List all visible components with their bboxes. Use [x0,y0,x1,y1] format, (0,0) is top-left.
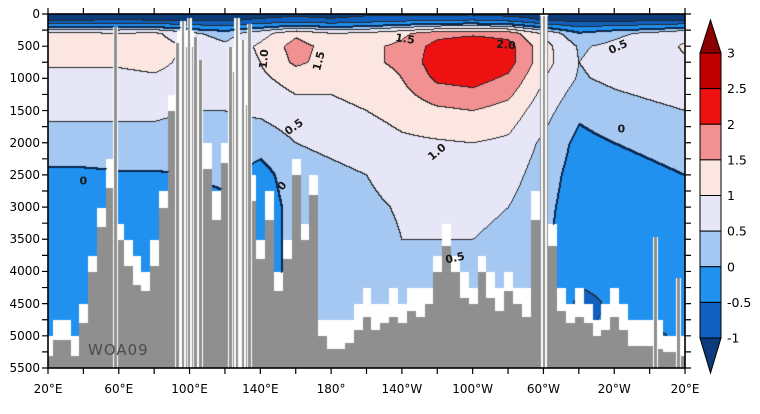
x-tick-label: 20°W [597,382,631,396]
colorbar-segment [699,52,722,90]
colorbar-segment [699,230,722,268]
colorbar-tick-label: 2.5 [727,81,747,96]
colorbar-segment [699,88,722,125]
colorbar-tick-label: 0.5 [727,224,747,239]
contour-value-label: 0 [617,122,626,136]
contour-value-label: 2.0 [496,37,517,53]
y-tick-label: 5000 [9,328,40,343]
colorbar-segment [699,195,722,232]
colorbar-lower-triangle [699,337,722,375]
contour-value-label: 1.0 [256,48,272,70]
y-tick-label: 500 [17,39,40,54]
y-tick-label: 2500 [9,167,40,182]
x-tick-label: 140°E [242,382,279,396]
contour-value-label: 1.5 [394,31,416,47]
colorbar-tick-label: -1 [727,331,739,346]
x-tick-label: 100°W [452,382,494,396]
x-tick-label: 180° [316,382,346,396]
x-tick-label: 100°E [171,382,208,396]
colorbar-segment [699,301,722,339]
x-tick-label: 20°E [33,382,63,396]
colorbar-tick-label: 1 [727,188,735,203]
x-tick-label: 60°W [526,382,561,396]
x-tick-label: 60°E [104,382,134,396]
contour-field-canvas [48,14,685,368]
y-tick-label: 1000 [9,71,40,86]
colorbar-tick-label: 3 [727,46,735,61]
colorbar-upper-triangle [699,18,722,54]
y-tick-label: 2000 [9,135,40,150]
x-tick-label: 140°W [381,382,423,396]
colorbar-segment [699,266,722,303]
y-tick-label: 3500 [9,232,40,247]
dataset-label: WOA09 [88,341,149,359]
contour-value-label: 0 [79,174,88,188]
colorbar-tick-label: 1.5 [727,152,747,167]
y-tick-label: 5500 [9,361,40,375]
y-tick-label: 3000 [9,200,40,215]
colorbar-segment [699,123,722,161]
colorbar-tick-label: -0.5 [727,295,751,310]
y-tick-label: 0 [32,7,40,21]
x-tick-label: 20°E [670,382,700,396]
y-tick-label: 4500 [9,296,40,311]
y-tick-label: 4000 [9,264,40,279]
colorbar-tick-label: 0 [727,259,735,274]
y-tick-label: 1500 [9,103,40,118]
colorbar-segment [699,159,722,196]
colorbar-tick-label: 2 [727,117,735,132]
